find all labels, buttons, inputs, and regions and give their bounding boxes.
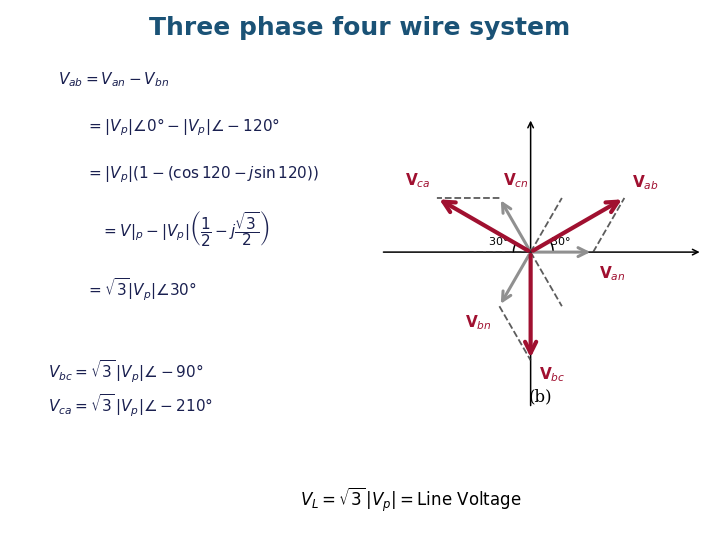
Text: $30°$: $30°$	[550, 235, 571, 247]
Text: $\mathbf{V}_{bn}$: $\mathbf{V}_{bn}$	[465, 314, 492, 333]
Text: $\mathbf{V}_{cn}$: $\mathbf{V}_{cn}$	[503, 172, 528, 191]
Text: $\mathbf{V}_{ca}$: $\mathbf{V}_{ca}$	[405, 172, 431, 191]
Text: (b): (b)	[528, 388, 552, 405]
Text: $= |V_p|(1-(\cos120 - j\sin120))$: $= |V_p|(1-(\cos120 - j\sin120))$	[86, 165, 320, 185]
Text: $\mathbf{V}_{ab}$: $\mathbf{V}_{ab}$	[632, 173, 659, 192]
Text: $\mathbf{V}_{bc}$: $\mathbf{V}_{bc}$	[539, 366, 566, 384]
Text: $\mathbf{V}_{an}$: $\mathbf{V}_{an}$	[599, 265, 626, 284]
Text: $V_{ab} = V_{an} - V_{bn}$: $V_{ab} = V_{an} - V_{bn}$	[58, 70, 168, 89]
Text: $V_L = \sqrt{3}\,|V_p| = \mathrm{Line\ Voltage}$: $V_L = \sqrt{3}\,|V_p| = \mathrm{Line\ V…	[300, 485, 521, 514]
Text: $30°$: $30°$	[488, 235, 508, 247]
Text: $= |V_p| \angle 0°-|V_p| \angle -120°$: $= |V_p| \angle 0°-|V_p| \angle -120°$	[86, 116, 281, 138]
Text: $= V|_p - |V_p|\left(\dfrac{1}{2} - j\dfrac{\sqrt{3}}{2}\right)$: $= V|_p - |V_p|\left(\dfrac{1}{2} - j\df…	[101, 208, 269, 248]
Text: $V_{ca} = \sqrt{3}\,|V_p| \angle -210°$: $V_{ca} = \sqrt{3}\,|V_p| \angle -210°$	[48, 392, 213, 418]
Text: $= \sqrt{3}|V_p| \angle 30°$: $= \sqrt{3}|V_p| \angle 30°$	[86, 276, 197, 303]
Text: $V_{bc} = \sqrt{3}\,|V_p| \angle -90°$: $V_{bc} = \sqrt{3}\,|V_p| \angle -90°$	[48, 359, 204, 386]
Text: Three phase four wire system: Three phase four wire system	[149, 16, 571, 40]
